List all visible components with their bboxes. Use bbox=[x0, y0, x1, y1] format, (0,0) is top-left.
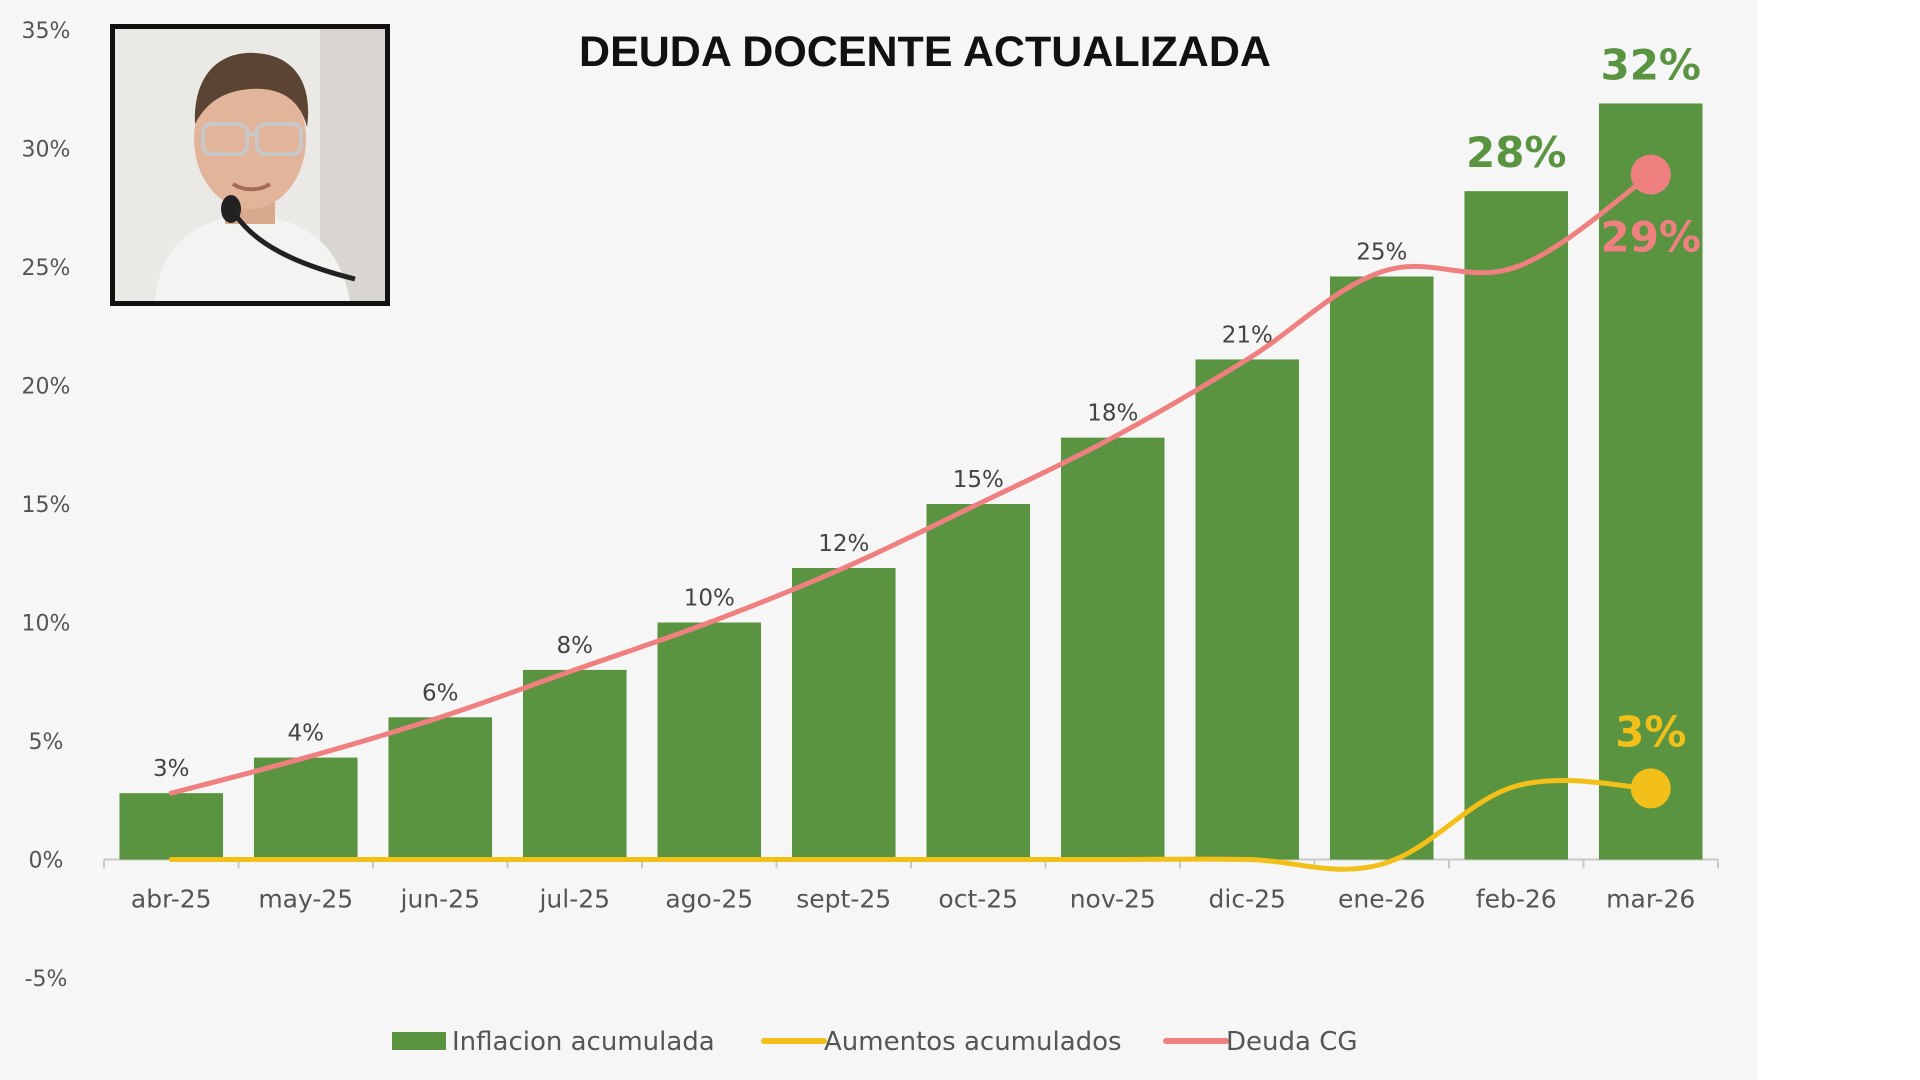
bar bbox=[1598, 103, 1703, 860]
legend-label: Deuda CG bbox=[1226, 1027, 1358, 1057]
x-tick-label: oct-25 bbox=[938, 885, 1018, 914]
bar bbox=[522, 669, 627, 860]
legend-label: Aumentos acumulados bbox=[824, 1027, 1122, 1057]
bar-labels: 3% 4% 6% 8% 10% 12% 15% 18% 21% 25% 28% 32% bbox=[153, 40, 1701, 782]
bar-data-label: 25% bbox=[1356, 239, 1407, 265]
person-portrait-icon bbox=[115, 29, 385, 301]
bar bbox=[1060, 437, 1165, 860]
x-tick-label: dic-25 bbox=[1209, 885, 1286, 914]
bar-data-label: 3% bbox=[153, 756, 190, 782]
end-labels: 3% 29% bbox=[1600, 213, 1701, 757]
bar bbox=[791, 567, 896, 860]
legend: Inflacion acumulada Aumentos acumulados De… bbox=[392, 1027, 1358, 1057]
y-tick-label: 10% bbox=[22, 612, 71, 637]
bar-data-label: 18% bbox=[1087, 401, 1138, 427]
bar-data-label: 10% bbox=[684, 586, 735, 612]
bar-data-label: 8% bbox=[557, 633, 594, 659]
bar bbox=[119, 793, 224, 860]
bar bbox=[388, 717, 493, 860]
y-tick-label: 0% bbox=[29, 849, 64, 874]
legend-swatch-bar bbox=[392, 1032, 446, 1050]
deuda-end-marker bbox=[1630, 154, 1671, 195]
deuda-end-label: 29% bbox=[1600, 213, 1701, 262]
bar bbox=[926, 504, 1031, 860]
y-tick-label: 5% bbox=[29, 730, 64, 755]
x-tick-label: may-25 bbox=[258, 885, 353, 914]
x-tick-label: jul-25 bbox=[538, 885, 610, 914]
y-tick-label: 15% bbox=[22, 493, 71, 518]
x-tick-label: ago-25 bbox=[665, 885, 753, 914]
speaker-photo bbox=[110, 24, 390, 306]
bar-data-label: 15% bbox=[953, 467, 1004, 493]
y-tick-label: 30% bbox=[22, 138, 71, 163]
y-axis-ticks: 35% 30% 25% 20% 15% 10% 5% 0% -5% bbox=[22, 19, 71, 992]
aumentos-line bbox=[168, 777, 1654, 872]
aumentos-end-label: 3% bbox=[1615, 707, 1686, 756]
y-tick-label: -5% bbox=[25, 967, 68, 992]
x-tick-label: abr-25 bbox=[131, 885, 212, 914]
bar-data-label: 28% bbox=[1466, 128, 1567, 177]
bar bbox=[253, 757, 358, 860]
y-tick-label: 20% bbox=[22, 375, 71, 400]
bar bbox=[1464, 191, 1569, 860]
deuda-line bbox=[168, 172, 1654, 796]
bar-data-label: 4% bbox=[288, 721, 325, 747]
bar bbox=[1195, 359, 1300, 860]
bars bbox=[119, 103, 1703, 860]
x-axis: abr-25 may-25 jun-25 jul-25 ago-25 sept-25 oct… bbox=[103, 858, 1719, 914]
chart-title: DEUDA DOCENTE ACTUALIZADA bbox=[579, 28, 1271, 76]
x-tick-label: mar-26 bbox=[1606, 885, 1695, 914]
y-tick-label: 35% bbox=[22, 19, 71, 44]
aumentos-end-marker bbox=[1630, 768, 1671, 809]
x-tick-label: nov-25 bbox=[1070, 885, 1156, 914]
y-tick-label: 25% bbox=[22, 256, 71, 281]
bar-data-label: 21% bbox=[1222, 322, 1273, 348]
x-tick-label: feb-26 bbox=[1476, 885, 1557, 914]
bar-data-label: 12% bbox=[818, 531, 869, 557]
bar bbox=[1329, 276, 1434, 860]
x-tick-label: ene-26 bbox=[1338, 885, 1425, 914]
x-tick-label: jun-25 bbox=[400, 885, 480, 914]
chart: 35% 30% 25% 20% 15% 10% 5% 0% -5% abr-25 may-25 ju… bbox=[22, 19, 1719, 1057]
series-lines bbox=[168, 154, 1671, 872]
legend-label: Inflacion acumulada bbox=[452, 1027, 715, 1057]
bar-data-label: 6% bbox=[422, 680, 459, 706]
x-tick-label: sept-25 bbox=[796, 885, 891, 914]
bar bbox=[657, 622, 762, 860]
chart-panel: 35% 30% 25% 20% 15% 10% 5% 0% -5% abr-25 may-25 ju… bbox=[21, 19, 1719, 1057]
bar-data-label: 32% bbox=[1600, 40, 1701, 89]
